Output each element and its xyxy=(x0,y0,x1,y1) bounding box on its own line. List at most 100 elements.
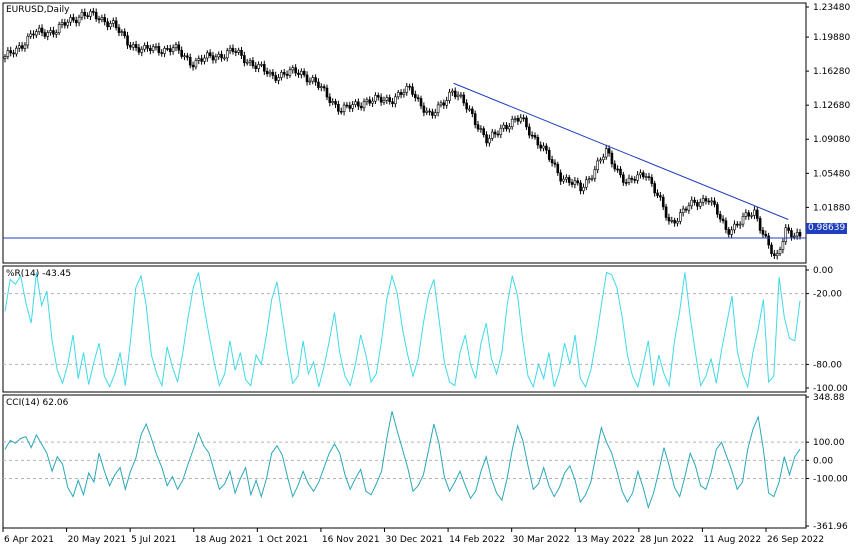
price-candle xyxy=(339,107,343,115)
candle-body xyxy=(17,45,21,49)
price-candle xyxy=(613,160,617,172)
price-candle xyxy=(197,55,201,65)
price-candle xyxy=(29,30,32,39)
price-candle xyxy=(622,171,625,186)
candle-body xyxy=(26,36,30,46)
candle-body xyxy=(220,53,223,59)
candle-body xyxy=(773,253,776,257)
candle-body xyxy=(482,128,486,136)
price-candle xyxy=(576,177,580,186)
price-candle xyxy=(422,102,426,117)
candle-body xyxy=(770,244,773,254)
candle-body xyxy=(453,90,457,98)
candle-body xyxy=(334,101,337,105)
candle-body xyxy=(582,186,585,192)
price-candle xyxy=(485,131,488,147)
candle-body xyxy=(673,220,676,224)
candle-body xyxy=(146,45,149,49)
price-candle xyxy=(274,71,277,84)
price-candle xyxy=(146,41,149,52)
candle-body xyxy=(163,48,166,54)
candle-body xyxy=(753,209,756,216)
price-candle xyxy=(451,88,454,96)
price-candle xyxy=(240,46,243,60)
candle-body xyxy=(97,18,101,21)
candle-body xyxy=(57,24,61,34)
cci-label: CCI(14) 62.06 xyxy=(6,398,69,408)
candle-body xyxy=(348,105,352,109)
candle-body xyxy=(180,49,183,57)
williams-r-axis-tick: -20.00 xyxy=(813,290,842,300)
price-axis-tick: 1.05480 xyxy=(813,169,850,179)
price-candle xyxy=(431,108,434,119)
price-candle xyxy=(468,105,471,112)
candle-body xyxy=(550,159,554,164)
price-candle xyxy=(362,98,366,112)
candle-body xyxy=(659,195,662,198)
candle-body xyxy=(248,60,252,63)
candle-body xyxy=(285,73,289,76)
candle-body xyxy=(151,46,155,51)
candle-body xyxy=(394,96,397,105)
price-candle xyxy=(650,174,654,187)
price-candle xyxy=(277,74,280,85)
price-candle xyxy=(177,41,181,54)
price-candle xyxy=(374,92,377,105)
price-candle xyxy=(499,124,503,139)
candle-body xyxy=(177,44,181,51)
candle-body xyxy=(322,86,326,89)
price-candle xyxy=(399,89,403,99)
williams-r-line xyxy=(4,271,801,389)
price-candle xyxy=(490,128,494,142)
candle-body xyxy=(553,162,557,165)
candle-body xyxy=(92,11,95,13)
candle-body xyxy=(217,53,221,58)
candle-body xyxy=(476,124,480,130)
candle-body xyxy=(414,94,417,98)
price-candle xyxy=(565,174,568,183)
candle-body xyxy=(374,95,377,102)
price-candle xyxy=(764,230,768,239)
price-candle xyxy=(647,172,651,181)
price-candle xyxy=(641,170,645,180)
candle-body xyxy=(243,55,246,64)
price-candle xyxy=(761,226,765,238)
price-candle xyxy=(351,101,354,112)
price-candle xyxy=(251,57,255,69)
candle-body xyxy=(613,163,617,170)
candle-body xyxy=(630,177,634,180)
candle-body xyxy=(134,44,138,48)
candle-body xyxy=(508,126,511,130)
price-candle xyxy=(587,175,591,184)
candle-body xyxy=(20,45,24,49)
candle-body xyxy=(123,31,126,37)
price-candle xyxy=(459,92,463,99)
candle-body xyxy=(636,174,639,181)
price-candle xyxy=(385,94,389,105)
price-candle xyxy=(94,8,98,22)
candle-body xyxy=(94,11,98,20)
candle-body xyxy=(89,11,92,17)
price-candle xyxy=(285,70,289,80)
candle-body xyxy=(23,44,27,49)
price-candle xyxy=(9,46,12,57)
price-axis-tick: 1.23480 xyxy=(813,3,850,13)
candle-body xyxy=(109,23,112,28)
candle-body xyxy=(661,196,665,208)
price-candle xyxy=(644,173,648,181)
candle-body xyxy=(650,177,654,184)
candle-body xyxy=(311,77,315,82)
price-candle xyxy=(528,123,531,139)
candle-body xyxy=(667,217,671,222)
candle-body xyxy=(411,86,414,95)
candle-body xyxy=(77,16,81,24)
price-candle xyxy=(32,30,35,39)
price-candle xyxy=(382,96,386,105)
price-candle xyxy=(582,183,585,195)
candle-body xyxy=(778,249,782,254)
price-candle xyxy=(639,169,642,179)
price-candle xyxy=(331,98,334,106)
cci-axis-tick: 348.88 xyxy=(813,393,845,403)
candle-body xyxy=(787,227,790,231)
candle-body xyxy=(60,22,64,25)
